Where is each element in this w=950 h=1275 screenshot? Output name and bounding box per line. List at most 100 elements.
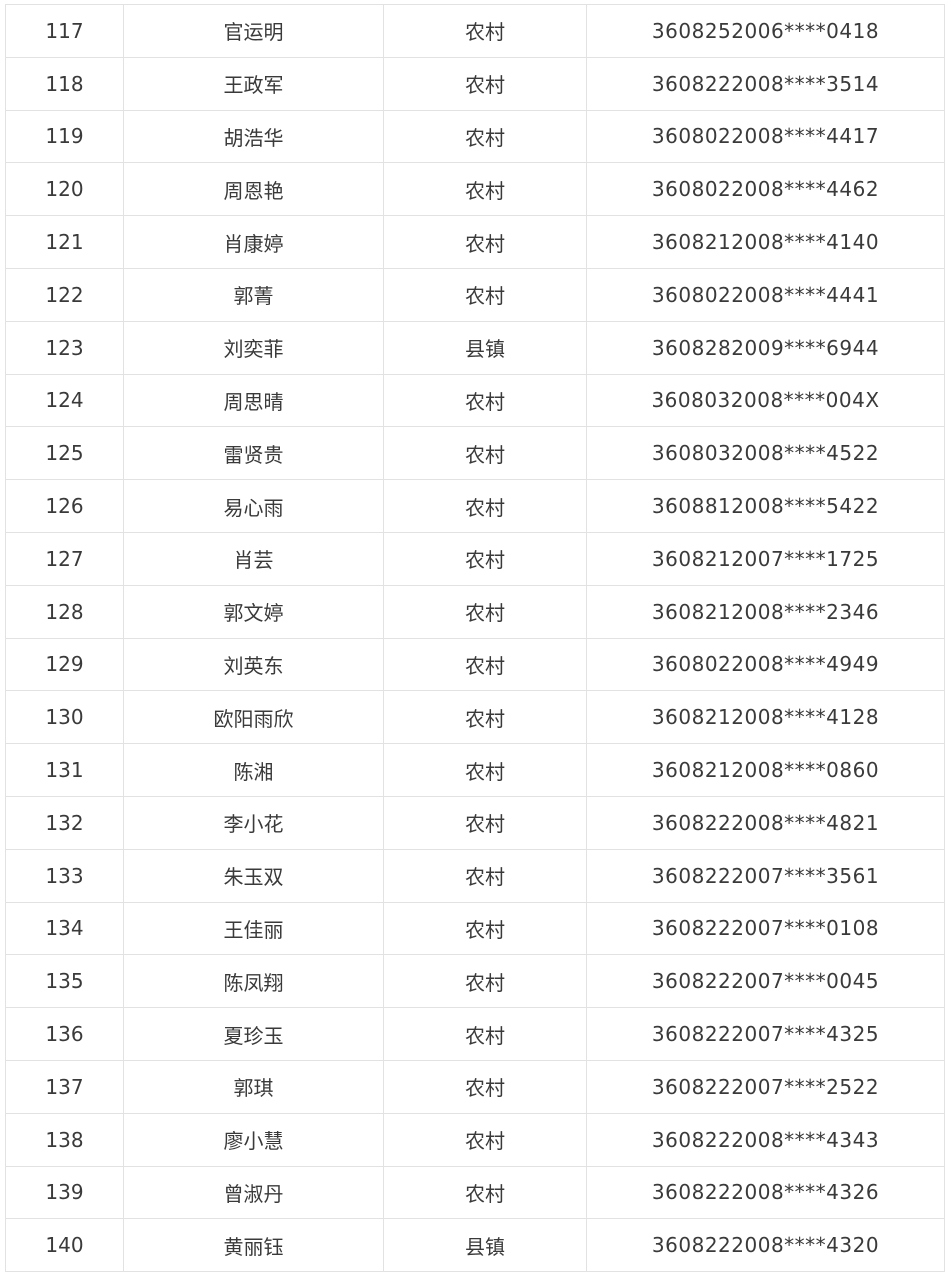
row-number: 133 [5,848,124,903]
row-number: 122 [5,267,124,322]
table-row: 139 曾淑丹 农村 3608222008****4326 [5,1165,945,1220]
row-number: 129 [5,637,124,692]
student-name: 欧阳雨欣 [123,690,384,745]
id-number: 3608222008****4821 [586,795,945,850]
row-number: 123 [5,320,124,375]
row-number: 139 [5,1165,124,1220]
row-number: 121 [5,215,124,269]
row-number: 117 [5,4,124,58]
student-name: 郭文婷 [123,584,384,639]
student-name: 朱玉双 [123,848,384,903]
household-type: 农村 [383,426,587,481]
student-name: 周思晴 [123,373,384,428]
row-number: 134 [5,901,124,956]
table-row: 132 李小花 农村 3608222008****4821 [5,795,945,850]
household-type: 县镇 [383,1218,587,1273]
table-row: 131 陈湘 农村 3608212008****0860 [5,743,945,797]
row-number: 130 [5,690,124,745]
row-number: 132 [5,795,124,850]
row-number: 124 [5,373,124,428]
household-type: 农村 [383,1059,587,1114]
student-name: 周恩艳 [123,162,384,217]
id-number: 3608282009****6944 [586,320,945,375]
table-row: 119 胡浩华 农村 3608022008****4417 [5,109,945,164]
household-type: 农村 [383,743,587,797]
household-type: 农村 [383,584,587,639]
table-row: 128 郭文婷 农村 3608212008****2346 [5,584,945,639]
household-type: 农村 [383,954,587,1009]
student-name: 陈凤翔 [123,954,384,1009]
table-row: 118 王政军 农村 3608222008****3514 [5,56,945,111]
household-type: 农村 [383,162,587,217]
row-number: 138 [5,1112,124,1167]
household-type: 农村 [383,531,587,586]
table-row: 124 周思晴 农村 3608032008****004X [5,373,945,428]
row-number: 131 [5,743,124,797]
id-number: 3608222007****4325 [586,1007,945,1061]
household-type: 农村 [383,1112,587,1167]
id-number: 3608222008****4326 [586,1165,945,1220]
table-row: 138 廖小慧 农村 3608222008****4343 [5,1112,945,1167]
id-number: 3608222007****3561 [586,848,945,903]
household-type: 农村 [383,56,587,111]
id-number: 3608222007****2522 [586,1059,945,1114]
student-name: 曾淑丹 [123,1165,384,1220]
id-number: 3608222008****4320 [586,1218,945,1273]
row-number: 119 [5,109,124,164]
household-type: 农村 [383,901,587,956]
table-row: 130 欧阳雨欣 农村 3608212008****4128 [5,690,945,745]
student-name: 刘英东 [123,637,384,692]
student-name: 陈湘 [123,743,384,797]
household-type: 农村 [383,795,587,850]
row-number: 118 [5,56,124,111]
student-name: 肖芸 [123,531,384,586]
household-type: 农村 [383,637,587,692]
table-row: 133 朱玉双 农村 3608222007****3561 [5,848,945,903]
household-type: 农村 [383,109,587,164]
student-name: 廖小慧 [123,1112,384,1167]
id-number: 3608032008****4522 [586,426,945,481]
id-number: 3608022008****4462 [586,162,945,217]
household-type: 农村 [383,373,587,428]
row-number: 128 [5,584,124,639]
student-name: 郭琪 [123,1059,384,1114]
row-number: 126 [5,479,124,533]
table-row: 136 夏珍玉 农村 3608222007****4325 [5,1007,945,1061]
table-body: 117 官运明 农村 3608252006****0418 118 王政军 农村 360822… [5,4,945,1273]
id-number: 3608022008****4949 [586,637,945,692]
student-name: 郭菁 [123,267,384,322]
table-row: 127 肖芸 农村 3608212007****1725 [5,531,945,586]
table-row: 125 雷贤贵 农村 3608032008****4522 [5,426,945,481]
table-row: 117 官运明 农村 3608252006****0418 [5,4,945,58]
student-name: 王政军 [123,56,384,111]
household-type: 农村 [383,479,587,533]
student-name: 王佳丽 [123,901,384,956]
id-number: 3608212008****2346 [586,584,945,639]
table-row: 135 陈凤翔 农村 3608222007****0045 [5,954,945,1009]
id-number: 3608222008****3514 [586,56,945,111]
household-type: 农村 [383,4,587,58]
student-name: 雷贤贵 [123,426,384,481]
household-type: 农村 [383,1165,587,1220]
household-type: 农村 [383,848,587,903]
table-row: 121 肖康婷 农村 3608212008****4140 [5,215,945,269]
id-number: 3608222007****0108 [586,901,945,956]
row-number: 120 [5,162,124,217]
student-name: 夏珍玉 [123,1007,384,1061]
household-type: 县镇 [383,320,587,375]
id-number: 3608022008****4417 [586,109,945,164]
household-type: 农村 [383,690,587,745]
id-number: 3608252006****0418 [586,4,945,58]
row-number: 137 [5,1059,124,1114]
table-row: 123 刘奕菲 县镇 3608282009****6944 [5,320,945,375]
id-number: 3608022008****4441 [586,267,945,322]
row-number: 136 [5,1007,124,1061]
row-number: 140 [5,1218,124,1273]
table-row: 137 郭琪 农村 3608222007****2522 [5,1059,945,1114]
id-number: 3608212007****1725 [586,531,945,586]
student-name: 李小花 [123,795,384,850]
table-row: 140 黄丽钰 县镇 3608222008****4320 [5,1218,945,1273]
id-number: 3608812008****5422 [586,479,945,533]
row-number: 125 [5,426,124,481]
